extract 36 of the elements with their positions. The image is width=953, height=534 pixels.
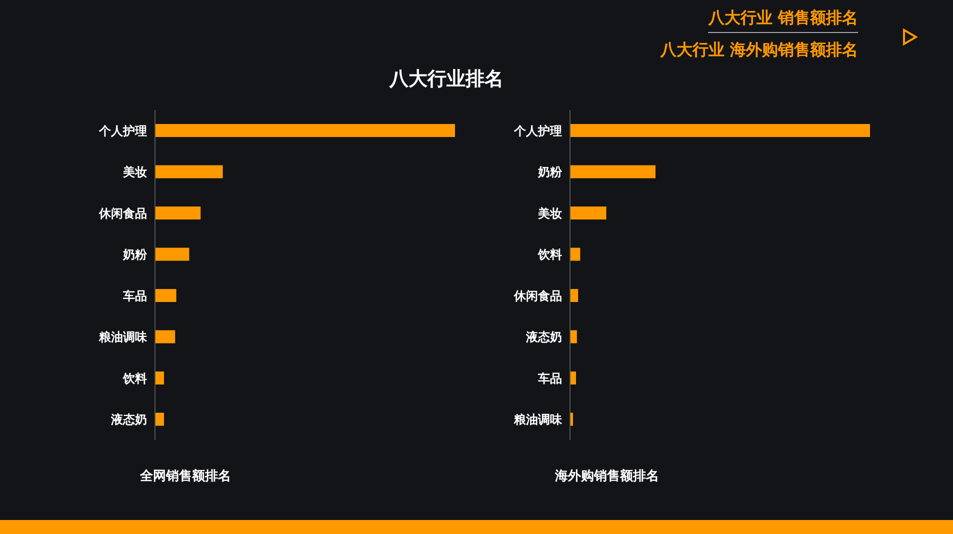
bar	[570, 289, 578, 302]
bar	[570, 165, 656, 178]
x-axis-title: 全网销售额排名	[140, 468, 231, 485]
y-tick-label: 个人护理	[98, 124, 147, 138]
y-tick-label: 奶粉	[537, 165, 563, 180]
bar	[570, 248, 580, 261]
y-tick-label: 车品	[537, 371, 562, 386]
x-axis-title: 海外购销售额排名	[555, 468, 659, 485]
y-tick-label: 个人护理	[513, 124, 562, 138]
bar	[155, 165, 223, 178]
y-tick-label: 奶粉	[122, 248, 148, 262]
bar	[155, 248, 190, 261]
y-tick-label: 休闲食品	[98, 206, 147, 220]
y-tick-label: 粮油调味	[98, 330, 148, 344]
y-tick-label: 车品	[122, 288, 147, 303]
y-tick-label: 美妆	[537, 206, 562, 220]
bar	[570, 330, 577, 344]
y-tick-label: 饮料	[537, 248, 562, 262]
y-tick-label: 液态奶	[110, 412, 147, 427]
y-tick-label: 美妆	[122, 165, 147, 180]
bar	[155, 289, 176, 302]
y-tick-label: 粮油调味	[513, 412, 563, 427]
text: 八大行业 销售额排名	[708, 8, 858, 33]
bar	[570, 372, 576, 384]
chart-title: 八大行业排名	[388, 67, 504, 92]
bar	[155, 206, 201, 220]
bar	[155, 412, 164, 426]
bar	[155, 372, 164, 384]
bar	[570, 206, 606, 220]
bar	[570, 124, 870, 137]
text: 八大行业 海外购销售额排名	[660, 40, 858, 61]
y-tick-label: 液态奶	[525, 330, 562, 344]
bar	[155, 124, 455, 137]
y-tick-label: 休闲食品	[513, 288, 562, 303]
y-tick-label: 饮料	[122, 371, 147, 386]
bar	[155, 330, 176, 344]
